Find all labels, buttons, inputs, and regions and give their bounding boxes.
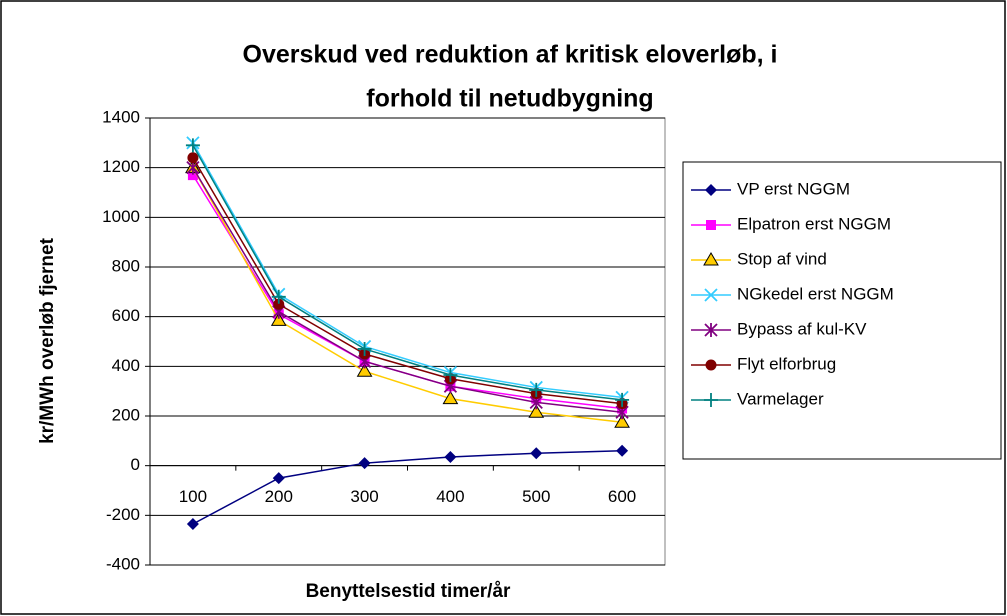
legend-label: Flyt elforbrug (737, 354, 836, 373)
marker (187, 152, 199, 164)
legend-label: VP erst NGGM (737, 179, 850, 198)
y-tick-label: 1400 (102, 107, 140, 126)
marker (705, 184, 717, 196)
x-tick-label: 100 (179, 487, 207, 506)
legend-label: Elpatron erst NGGM (737, 214, 891, 233)
marker (270, 312, 287, 326)
marker (705, 359, 717, 371)
chart-subtitle: forhold til netudbygning (366, 85, 653, 113)
marker (528, 404, 545, 418)
y-axis-title: kr/MWh overløb fjernet (37, 237, 58, 444)
x-tick-label: 500 (522, 487, 550, 506)
y-tick-label: -200 (106, 505, 140, 524)
marker (616, 444, 629, 457)
marker (273, 298, 285, 310)
legend-label: Stop af vind (737, 249, 827, 268)
marker (443, 368, 458, 383)
plot-area (149, 117, 666, 566)
x-tick-label: 200 (265, 487, 293, 506)
series-line (192, 142, 623, 399)
series-line (192, 167, 623, 423)
marker (187, 170, 198, 181)
legend-box (682, 161, 1002, 460)
marker (356, 363, 373, 377)
series-line (192, 144, 623, 401)
y-tick-label: 1000 (102, 207, 140, 226)
y-tick-label: 800 (112, 256, 140, 275)
marker (704, 393, 718, 407)
chart-title: Overskud ved reduktion af kritisk elover… (243, 41, 778, 69)
marker (614, 414, 630, 428)
legend-label: Varmelager (737, 389, 824, 408)
marker (186, 518, 199, 531)
legend-label: NGkedel erst NGGM (737, 284, 894, 303)
x-axis-title: Benyttelsestid timer/år (306, 581, 511, 602)
marker (357, 341, 372, 356)
marker (530, 447, 543, 460)
marker (704, 323, 718, 337)
y-tick-label: 1200 (102, 157, 140, 176)
marker (444, 450, 457, 463)
legend-label: Bypass af kul-KV (737, 319, 867, 338)
series-line (192, 167, 623, 414)
marker (529, 382, 544, 397)
marker (271, 289, 286, 304)
y-tick-label: -400 (106, 554, 140, 573)
y-tick-label: 400 (112, 356, 140, 375)
x-tick-label: 600 (608, 487, 636, 506)
marker (704, 288, 718, 302)
marker (615, 392, 630, 407)
x-tick-label: 400 (436, 487, 464, 506)
marker (358, 457, 371, 470)
marker (703, 252, 719, 266)
y-tick-label: 200 (112, 405, 140, 424)
marker (442, 390, 459, 405)
series-line (192, 450, 623, 525)
marker (706, 220, 716, 230)
marker (185, 138, 200, 153)
series-line (192, 157, 623, 405)
y-tick-label: 0 (131, 455, 140, 474)
marker (272, 472, 285, 485)
x-tick-label: 300 (350, 487, 378, 506)
y-tick-label: 600 (112, 306, 140, 325)
